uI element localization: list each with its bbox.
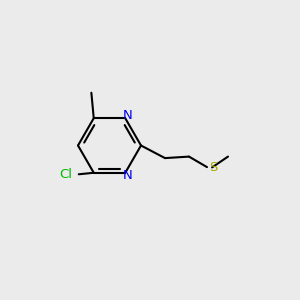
Text: N: N [123, 109, 133, 122]
Text: N: N [123, 169, 133, 182]
Text: Cl: Cl [59, 168, 72, 181]
Text: S: S [209, 161, 218, 175]
